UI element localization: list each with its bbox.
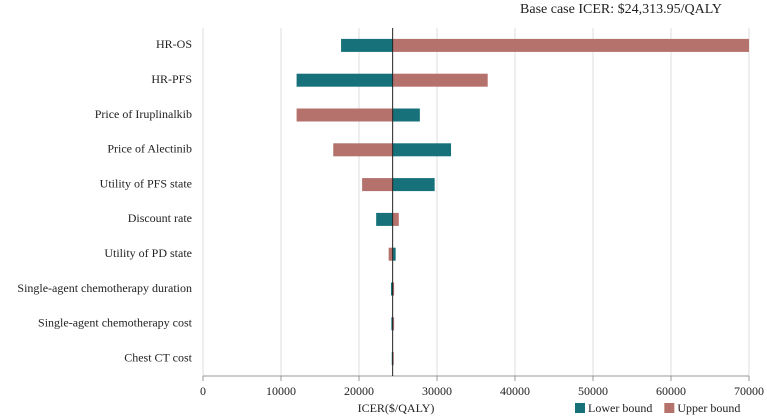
bar	[392, 38, 749, 52]
bar	[388, 247, 393, 261]
bar	[392, 178, 435, 192]
legend-label: Upper bound	[677, 401, 740, 415]
bar	[392, 143, 452, 157]
bar	[392, 282, 395, 296]
bar	[333, 143, 393, 157]
bar	[391, 317, 393, 331]
bar	[296, 108, 393, 122]
x-axis-label: ICER($/QALY)	[358, 401, 435, 415]
bar	[392, 247, 396, 261]
x-tick-label: 0	[200, 384, 206, 398]
y-tick-label: Utility of PD state	[104, 246, 192, 260]
bar	[392, 108, 420, 122]
y-tick-label: Price of Alectinib	[107, 142, 192, 156]
annotation: Base case ICER: $24,313.95/QALY	[520, 2, 722, 17]
x-tick-label: 60000	[656, 384, 686, 398]
legend-swatch	[664, 403, 675, 413]
x-tick-label: 20000	[344, 384, 374, 398]
x-tick-label: 40000	[500, 384, 530, 398]
y-tick-label: Price of Iruplinalkib	[95, 107, 192, 121]
x-tick-label: 70000	[734, 384, 764, 398]
bar	[362, 178, 393, 192]
bar	[392, 73, 488, 87]
x-tick-label: 50000	[578, 384, 608, 398]
y-tick-label: Utility of PFS state	[100, 176, 192, 190]
y-tick-label: Single-agent chemotherapy cost	[38, 316, 193, 330]
legend-swatch	[575, 403, 585, 413]
bar	[296, 73, 393, 87]
y-tick-label: Discount rate	[128, 211, 192, 225]
y-tick-label: Single-agent chemotherapy duration	[17, 281, 192, 295]
bar	[392, 317, 395, 331]
bar	[376, 212, 393, 226]
bar	[341, 38, 393, 52]
y-tick-label: HR-OS	[156, 37, 192, 51]
x-tick-label: 30000	[422, 384, 452, 398]
legend-label: Lower bound	[588, 401, 652, 415]
x-tick-label: 10000	[266, 384, 296, 398]
bar	[392, 212, 399, 226]
bar	[390, 282, 393, 296]
y-tick-label: Chest CT cost	[124, 350, 192, 364]
y-tick-label: HR-PFS	[151, 72, 192, 86]
bar	[392, 352, 394, 366]
